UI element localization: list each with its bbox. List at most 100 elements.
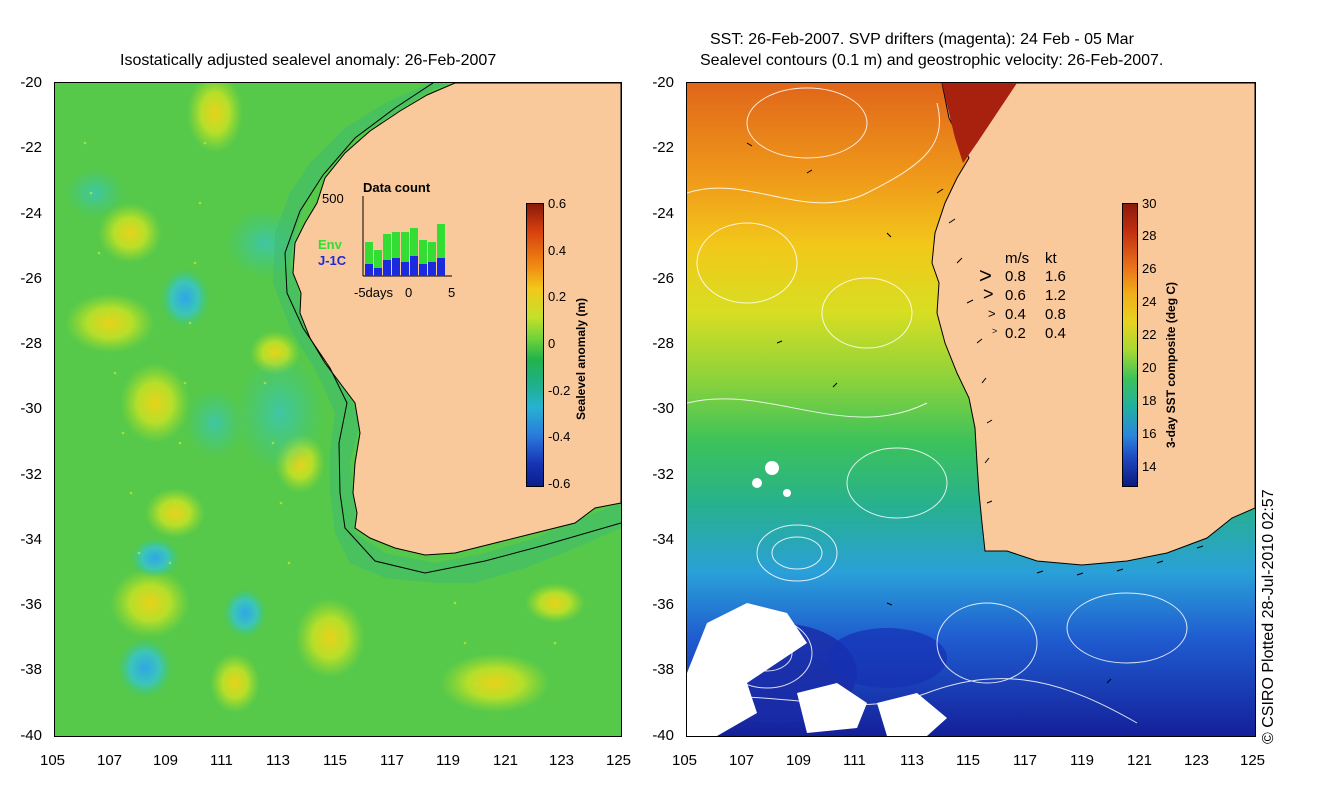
y-tick: -34 xyxy=(652,531,674,548)
sst-field xyxy=(687,83,1255,736)
env-bar xyxy=(401,232,409,262)
sealevel-colorbar xyxy=(526,203,544,487)
sst-map xyxy=(686,82,1256,737)
x-tick: 107 xyxy=(97,752,123,769)
x-tick: 123 xyxy=(549,752,575,769)
cb-tick: 0.4 xyxy=(548,243,567,258)
y-tick: -36 xyxy=(652,596,674,613)
cb-tick: -0.4 xyxy=(548,429,571,444)
j1c-bar xyxy=(383,260,391,276)
y-tick: -26 xyxy=(652,270,674,287)
x-tick: 119 xyxy=(1070,752,1094,769)
y-tick: -38 xyxy=(20,661,42,678)
arrow-icon: > xyxy=(983,284,994,304)
cb-tick: 26 xyxy=(1142,261,1157,276)
x-tick: 121 xyxy=(493,752,519,769)
y-tick: -20 xyxy=(20,74,42,91)
inset-ymax: 500 xyxy=(322,191,344,206)
x-tick: 113 xyxy=(266,752,290,769)
legend-header-ms: m/s xyxy=(1005,250,1030,267)
x-tick: 111 xyxy=(210,752,233,769)
j1c-bar xyxy=(419,264,427,276)
y-tick: -28 xyxy=(20,335,42,352)
y-tick: -20 xyxy=(652,74,674,91)
right-panel-title-line2: Sealevel contours (0.1 m) and geostrophi… xyxy=(700,52,1164,69)
y-tick: -24 xyxy=(20,205,42,222)
inset-x-label-mid: 0 xyxy=(405,285,413,300)
right-panel-title-line1: SST: 26-Feb-2007. SVP drifters (magenta)… xyxy=(710,31,1134,48)
legend-ms: 0.8 xyxy=(1005,268,1026,285)
y-tick: -26 xyxy=(20,270,42,287)
y-tick: -32 xyxy=(20,466,42,483)
cb-tick: 0.2 xyxy=(548,289,567,304)
y-tick: -34 xyxy=(20,531,42,548)
inset-x-label-right: 5 xyxy=(448,285,456,300)
legend-kt: 1.2 xyxy=(1045,287,1066,304)
x-tick: 115 xyxy=(323,752,347,769)
arrow-icon: > xyxy=(979,263,992,288)
env-bar xyxy=(365,242,373,264)
legend-ms: 0.6 xyxy=(1005,287,1026,304)
env-bar xyxy=(383,234,391,260)
arrow-icon: > xyxy=(992,326,998,336)
cb-tick: 24 xyxy=(1142,294,1157,309)
y-tick: -40 xyxy=(652,727,674,744)
env-bar xyxy=(437,224,445,258)
x-tick: 121 xyxy=(1127,752,1153,769)
j1c-bar xyxy=(392,258,400,276)
x-tick: 123 xyxy=(1184,752,1210,769)
env-bar xyxy=(428,242,436,262)
legend-kt: 0.8 xyxy=(1045,306,1066,323)
cb-tick: 30 xyxy=(1142,196,1157,211)
cb-tick: 20 xyxy=(1142,360,1157,375)
left-panel-title: Isostatically adjusted sealevel anomaly:… xyxy=(120,52,497,69)
australia-land xyxy=(931,83,1255,566)
x-tick: 115 xyxy=(956,752,980,769)
inset-title: Data count xyxy=(363,180,431,195)
cb-tick: 0.6 xyxy=(548,196,567,211)
j1c-bar xyxy=(374,268,382,276)
cb-tick: -0.6 xyxy=(548,476,571,491)
cb-tick: 0 xyxy=(548,336,556,351)
y-tick: -32 xyxy=(652,466,674,483)
env-bar xyxy=(419,240,427,264)
y-tick: -24 xyxy=(652,205,674,222)
j1c-bar xyxy=(428,262,436,276)
cb-tick: 14 xyxy=(1142,459,1157,474)
env-bar xyxy=(374,250,382,268)
x-tick: 117 xyxy=(380,752,404,769)
x-tick: 107 xyxy=(729,752,755,769)
legend-header-kt: kt xyxy=(1045,250,1057,267)
data-count-bars xyxy=(362,196,452,277)
x-tick: 125 xyxy=(1240,752,1266,769)
j1c-bar xyxy=(410,256,418,276)
legend-kt: 0.4 xyxy=(1045,325,1066,342)
y-tick: -22 xyxy=(652,139,674,156)
legend-ms: 0.4 xyxy=(1005,306,1026,323)
copyright-text: © CSIRO Plotted 28-Jul-2010 02:57 xyxy=(1260,489,1277,744)
y-tick: -36 xyxy=(20,596,42,613)
x-tick: 105 xyxy=(672,752,698,769)
x-tick: 125 xyxy=(606,752,632,769)
env-bar xyxy=(392,232,400,258)
legend-j1c: J-1C xyxy=(318,253,347,268)
sealevel-anomaly-map xyxy=(54,82,622,737)
inset-x-label-left: -5days xyxy=(354,285,394,300)
x-tick: 113 xyxy=(900,752,924,769)
cb-tick: 18 xyxy=(1142,393,1157,408)
cb-tick: 16 xyxy=(1142,426,1157,441)
sealevel-colorbar-label: Sealevel anomaly (m) xyxy=(574,297,588,420)
legend-ms: 0.2 xyxy=(1005,325,1026,342)
cb-tick: 22 xyxy=(1142,327,1157,342)
y-tick: -38 xyxy=(652,661,674,678)
y-tick: -30 xyxy=(20,400,42,417)
x-tick: 105 xyxy=(40,752,66,769)
env-bar xyxy=(410,228,418,256)
legend-env: Env xyxy=(318,237,342,252)
x-tick: 109 xyxy=(153,752,179,769)
x-tick: 119 xyxy=(436,752,460,769)
sst-colorbar xyxy=(1122,203,1138,487)
cb-tick: 28 xyxy=(1142,228,1157,243)
legend-kt: 1.6 xyxy=(1045,268,1066,285)
j1c-bar xyxy=(365,264,373,276)
